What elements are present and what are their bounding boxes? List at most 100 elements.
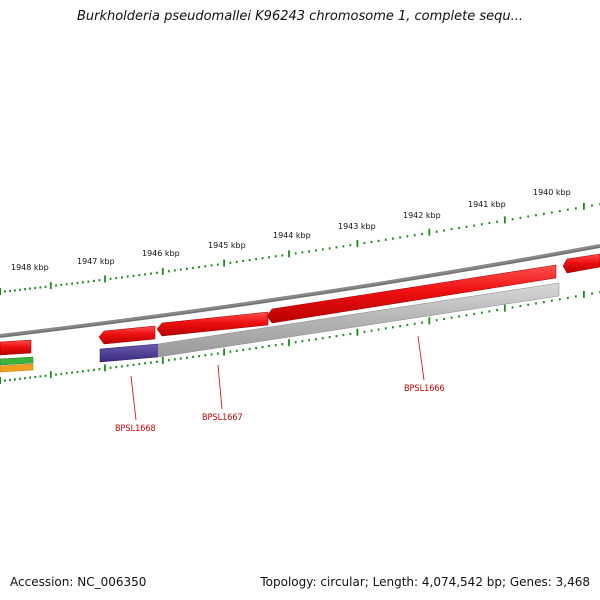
ruler-minor-tick <box>192 355 194 358</box>
ruler-minor-tick <box>115 366 118 369</box>
ruler-minor-tick <box>60 372 63 375</box>
ruler-minor-tick <box>294 341 297 344</box>
ruler-minor-tick <box>377 239 380 242</box>
ruler-minor-tick <box>179 357 182 360</box>
ruler-minor-tick <box>29 376 31 379</box>
cds-arrow[interactable] <box>0 339 32 356</box>
ruler-minor-tick <box>384 327 387 330</box>
ruler-major-tick <box>161 267 164 275</box>
ruler-minor-tick <box>4 379 6 382</box>
orange-feature[interactable] <box>0 363 34 373</box>
ruler-major-tick <box>583 290 585 298</box>
ruler-minor-tick <box>138 363 141 366</box>
ruler-minor-tick <box>255 346 257 350</box>
ruler-minor-tick <box>519 305 522 308</box>
ruler-minor-tick <box>198 355 201 358</box>
ruler-minor-tick <box>435 230 438 233</box>
ruler-major-tick <box>0 288 1 295</box>
ruler-minor-tick <box>210 353 213 356</box>
ruler-minor-tick <box>384 238 387 241</box>
ruler-minor-tick <box>406 235 409 238</box>
ruler-minor-tick <box>550 211 553 214</box>
ruler-minor-tick <box>543 212 545 215</box>
ruler-major-tick <box>503 304 506 312</box>
ruler-minor-tick <box>543 301 545 304</box>
ruler-minor-tick <box>109 277 112 280</box>
gene-labels: BPSL1668 BPSL1667 BPSL1666 <box>115 384 445 434</box>
ruler-minor-tick <box>399 236 401 239</box>
ruler-minor-tick <box>473 224 476 227</box>
ruler-minor-tick <box>458 226 460 230</box>
ruler-minor-tick <box>179 268 182 271</box>
ruler-minor-tick <box>173 358 176 361</box>
ruler-minor-tick <box>349 244 352 247</box>
ruler-minor-tick <box>115 277 118 280</box>
green-feature[interactable] <box>0 356 34 366</box>
ruler-minor-tick <box>421 321 423 324</box>
gene-label[interactable]: BPSL1666 <box>404 384 445 394</box>
ruler-minor-tick <box>435 319 438 322</box>
ruler-minor-tick <box>9 378 11 382</box>
ruler-minor-tick <box>192 266 194 270</box>
ruler-minor-tick <box>301 251 304 254</box>
ruler-major-tick <box>583 202 585 210</box>
ruler-major-tick <box>104 364 106 372</box>
cds-arrow[interactable] <box>98 325 156 345</box>
forward-strand-features <box>0 253 600 356</box>
ruler-minor-tick <box>138 274 141 277</box>
gene-label[interactable]: BPSL1668 <box>115 424 156 434</box>
map-title: Burkholderia pseudomallei K96243 chromos… <box>76 9 524 24</box>
gene-label[interactable]: BPSL1667 <box>202 413 243 423</box>
ruler-minor-tick <box>167 270 170 273</box>
cds-arrow[interactable] <box>266 264 557 324</box>
ruler-minor-tick <box>235 349 238 352</box>
gray-feature[interactable] <box>157 282 560 358</box>
ruler-minor-tick <box>535 302 537 305</box>
ruler-label: 1944 kbp <box>273 231 311 240</box>
ruler-minor-tick <box>126 364 129 367</box>
ruler-minor-tick <box>156 360 158 363</box>
ruler-minor-tick <box>248 347 251 351</box>
ruler-minor-tick <box>566 208 569 211</box>
ruler-minor-tick <box>87 369 90 372</box>
ruler-minor-tick <box>342 333 345 337</box>
ruler-minor-tick <box>216 263 219 266</box>
ruler-minor-tick <box>370 329 373 332</box>
ruler-label: 1941 kbp <box>468 200 506 209</box>
ruler-major-tick <box>49 282 52 290</box>
ruler-minor-tick <box>274 344 277 347</box>
cds-arrow[interactable] <box>156 311 269 337</box>
ruler-minor-tick <box>82 281 84 284</box>
ruler-minor-tick <box>210 264 213 267</box>
ruler-label: 1943 kbp <box>338 222 376 231</box>
ruler-minor-tick <box>76 281 79 285</box>
purple-feature[interactable] <box>99 343 159 363</box>
ruler-minor-tick <box>186 356 188 359</box>
ruler-major-tick <box>356 240 359 247</box>
ruler-minor-tick <box>261 257 264 260</box>
ruler-minor-tick <box>229 350 232 353</box>
ruler-minor-tick <box>443 229 445 232</box>
ruler-minor-tick <box>450 316 453 319</box>
ruler-minor-tick <box>511 218 514 221</box>
ruler-minor-tick <box>198 266 201 269</box>
ruler-minor-tick <box>14 289 16 292</box>
ruler-minor-tick <box>321 337 324 340</box>
ruler-label: 1946 kbp <box>142 249 180 258</box>
ruler-minor-tick <box>255 258 257 261</box>
ruler-major-tick <box>104 275 106 283</box>
ruler-minor-tick <box>308 339 310 342</box>
ruler-label: 1945 kbp <box>208 241 246 250</box>
leader-line <box>217 364 223 410</box>
cds-arrow[interactable] <box>562 253 600 274</box>
ruler-minor-tick <box>558 210 561 213</box>
ruler-minor-tick <box>392 237 394 240</box>
ruler-minor-tick <box>465 314 468 317</box>
ruler-minor-tick <box>9 289 11 293</box>
ruler-minor-tick <box>591 204 593 207</box>
ruler-minor-tick <box>574 295 577 298</box>
ruler-minor-tick <box>566 296 569 299</box>
ruler-minor-tick <box>370 240 373 244</box>
ruler-minor-tick <box>342 245 345 248</box>
